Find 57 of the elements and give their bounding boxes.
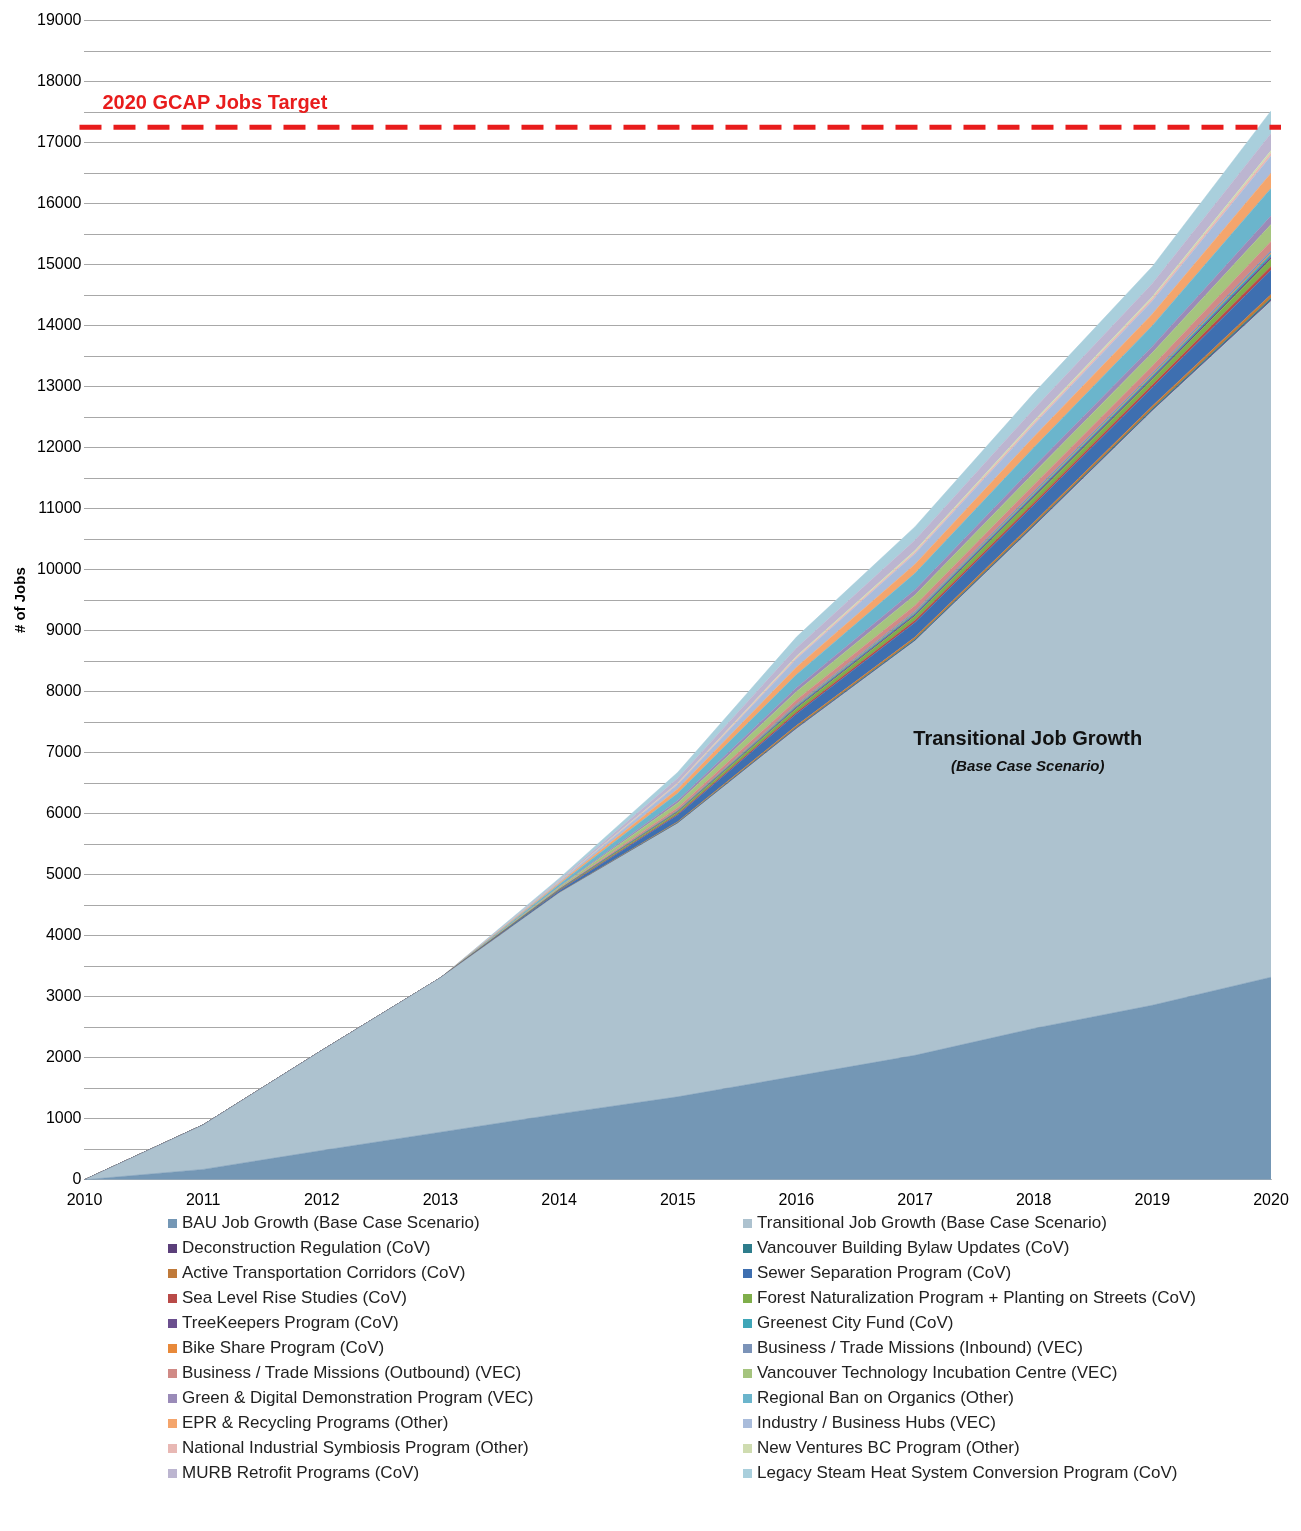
legend-label: Vancouver Building Bylaw Updates (CoV) bbox=[757, 1238, 1070, 1258]
x-tick-label: 2020 bbox=[1253, 1190, 1289, 1208]
y-tick-label: 0 bbox=[72, 1170, 82, 1188]
y-tick-label: 5000 bbox=[45, 865, 82, 883]
y-tick-label: 6000 bbox=[45, 804, 82, 822]
y-tick-label: 8000 bbox=[45, 682, 82, 700]
y-tick-label: 11000 bbox=[38, 499, 82, 517]
x-tick-label: 2010 bbox=[66, 1190, 103, 1208]
y-tick-label: 4000 bbox=[45, 926, 82, 944]
legend-label: National Industrial Symbiosis Program (Other) bbox=[182, 1438, 529, 1458]
legend-label: Deconstruction Regulation (CoV) bbox=[182, 1238, 431, 1258]
x-tick-label: 2011 bbox=[185, 1190, 221, 1208]
legend-label: EPR & Recycling Programs (Other) bbox=[182, 1413, 449, 1433]
y-tick-label: 15000 bbox=[36, 255, 82, 273]
y-tick-label: 17000 bbox=[36, 133, 82, 151]
legend-label: Green & Digital Demonstration Program (VEC) bbox=[182, 1388, 534, 1408]
ref-line-label: 2020 GCAP Jobs Target bbox=[102, 90, 328, 113]
legend-label: Regional Ban on Organics (Other) bbox=[757, 1388, 1015, 1408]
legend-label: Active Transportation Corridors (CoV) bbox=[182, 1263, 466, 1283]
legend-label: Legacy Steam Heat System Conversion Program (CoV) bbox=[757, 1463, 1178, 1483]
y-tick-label: 19000 bbox=[36, 11, 82, 29]
legend-label: MURB Retrofit Programs (CoV) bbox=[182, 1463, 420, 1483]
y-tick-label: 10000 bbox=[36, 560, 82, 578]
legend-label: Business / Trade Missions (Outbound) (VEC) bbox=[182, 1363, 522, 1383]
legend-label: BAU Job Growth (Base Case Scenario) bbox=[182, 1213, 480, 1233]
y-axis-title: # of Jobs bbox=[11, 567, 29, 634]
legend-label: Sewer Separation Program (CoV) bbox=[757, 1263, 1012, 1283]
x-tick-label: 2016 bbox=[778, 1190, 815, 1208]
legend-label: TreeKeepers Program (CoV) bbox=[182, 1313, 399, 1333]
y-tick-label: 13000 bbox=[36, 377, 82, 395]
legend-label: Vancouver Technology Incubation Centre (VEC) bbox=[757, 1363, 1118, 1383]
legend-label: New Ventures BC Program (Other) bbox=[757, 1438, 1020, 1458]
y-tick-label: 1000 bbox=[45, 1109, 82, 1127]
y-tick-label: 16000 bbox=[36, 194, 82, 212]
x-tick-label: 2019 bbox=[1134, 1190, 1171, 1208]
legend-label: Bike Share Program (CoV) bbox=[182, 1338, 385, 1358]
legend-label: Business / Trade Missions (Inbound) (VEC) bbox=[757, 1338, 1083, 1358]
legend-label: Forest Naturalization Program + Planting on Streets (CoV) bbox=[757, 1288, 1196, 1308]
y-tick-label: 12000 bbox=[36, 438, 82, 456]
annotation: Transitional Job Growth bbox=[913, 727, 1143, 750]
x-tick-label: 2012 bbox=[304, 1190, 340, 1208]
x-tick-label: 2013 bbox=[422, 1190, 459, 1208]
legend-label: Transitional Job Growth (Base Case Scenario) bbox=[757, 1213, 1107, 1233]
y-tick-label: 2000 bbox=[45, 1048, 82, 1066]
y-tick-label: 18000 bbox=[36, 72, 82, 90]
x-tick-label: 2015 bbox=[659, 1190, 696, 1208]
y-tick-label: 7000 bbox=[45, 743, 82, 761]
y-tick-label: 3000 bbox=[45, 987, 82, 1005]
legend-label: Sea Level Rise Studies (CoV) bbox=[182, 1288, 407, 1308]
annotation: (Base Case Scenario) bbox=[951, 757, 1105, 775]
x-tick-label: 2014 bbox=[541, 1190, 577, 1208]
legend-label: Greenest City Fund (CoV) bbox=[757, 1313, 954, 1333]
x-tick-label: 2017 bbox=[897, 1190, 933, 1208]
y-tick-label: 14000 bbox=[36, 316, 82, 334]
y-tick-label: 9000 bbox=[45, 621, 82, 639]
legend-label: Industry / Business Hubs (VEC) bbox=[757, 1413, 997, 1433]
x-tick-label: 2018 bbox=[1015, 1190, 1052, 1208]
